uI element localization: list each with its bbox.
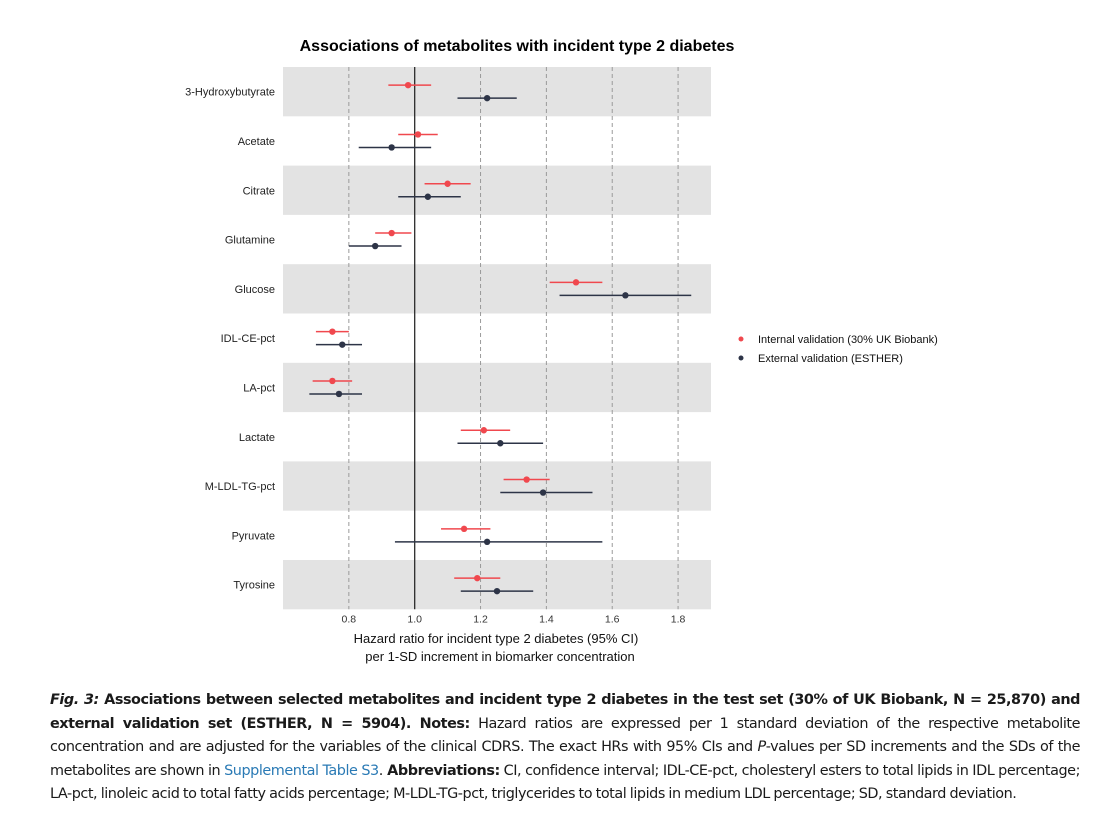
- category-label: Lactate: [239, 432, 275, 444]
- x-axis-label-line2: per 1-SD increment in biomarker concentr…: [365, 649, 635, 664]
- estimate-point: [339, 341, 346, 348]
- category-label: Glucose: [235, 284, 275, 296]
- estimate-point: [523, 476, 530, 483]
- estimate-point: [483, 538, 491, 546]
- caption-notes-text-2: -values per SD increments and the SDs of…: [50, 739, 1081, 779]
- category-label: Pyruvate: [232, 530, 275, 542]
- row-band: [283, 264, 711, 314]
- category-labels: 3-Hydroxybutyrate Acetate Citrate Glutamine…: [185, 87, 275, 592]
- estimate-point: [414, 131, 422, 138]
- caption-notes-label: Notes:: [410, 715, 471, 732]
- estimate-point: [404, 81, 412, 89]
- caption-title: Associations between selected metabolite…: [50, 692, 1080, 732]
- estimate-point: [460, 525, 468, 533]
- estimate-point: [572, 279, 580, 286]
- x-tick-label: 1.4: [539, 613, 554, 625]
- x-tick-label: 1.0: [407, 613, 422, 625]
- estimate-point: [335, 390, 343, 398]
- category-label: LA-pct: [243, 382, 275, 394]
- row-band: [283, 560, 711, 610]
- estimate-point: [388, 144, 395, 151]
- legend-marker: [738, 336, 744, 342]
- x-axis-label-line1: Hazard ratio for incident type 2 diabete…: [354, 631, 639, 646]
- estimate-point: [493, 587, 501, 595]
- caption-abbr-label: Abbreviations:: [382, 762, 500, 779]
- grid-lines: [348, 67, 679, 610]
- legend-label: Internal validation (30% UK Biobank): [758, 334, 938, 346]
- x-tick-label: 1.2: [473, 613, 488, 625]
- caption-abbr-text: CI, confidence interval; IDL-CE-pct, cho…: [50, 762, 1080, 803]
- estimate-point: [497, 440, 504, 447]
- row-band: [283, 67, 711, 117]
- x-tick-label: 1.6: [605, 613, 620, 625]
- estimate-point: [424, 193, 432, 200]
- category-label: Citrate: [243, 185, 275, 197]
- chart-title: Associations of metabolites with inciden…: [300, 38, 735, 55]
- legend-marker: [738, 355, 744, 361]
- caption-notes-text-1: Hazard ratios are expressed per 1 standa…: [50, 715, 1080, 756]
- row-band: [283, 165, 711, 215]
- forest-plot: Associations of metabolites with inciden…: [185, 38, 938, 664]
- category-label: 3-Hydroxybutyrate: [185, 87, 275, 99]
- category-label: Glutamine: [225, 235, 275, 247]
- category-label: Acetate: [238, 136, 275, 148]
- estimate-point: [480, 427, 488, 434]
- caption-fig-label: Fig. 3:: [50, 692, 99, 708]
- estimate-point: [539, 489, 547, 496]
- estimate-point: [483, 94, 491, 102]
- row-band: [283, 461, 711, 511]
- estimate-point: [371, 242, 379, 250]
- estimate-point: [329, 328, 336, 335]
- figure-caption: Fig. 3: Associations between selected me…: [50, 689, 1080, 807]
- row-bands: [283, 67, 711, 610]
- legend: Internal validation (30% UK Biobank) Exte…: [738, 334, 938, 365]
- x-tick-label: 0.8: [342, 613, 357, 625]
- category-label: M-LDL-TG-pct: [205, 481, 275, 493]
- category-label: Tyrosine: [233, 580, 275, 592]
- caption-notes-italic: P: [757, 739, 766, 755]
- estimate-marks: [309, 81, 692, 595]
- estimate-point: [444, 180, 451, 187]
- estimate-point: [474, 574, 481, 582]
- category-label: IDL-CE-pct: [221, 333, 275, 345]
- caption-notes-text-3: .: [378, 762, 384, 779]
- estimate-point: [622, 292, 629, 299]
- legend-label: External validation (ESTHER): [758, 353, 903, 365]
- x-tick-label: 1.8: [671, 613, 686, 625]
- supplemental-table-link[interactable]: Supplemental Table S3: [224, 762, 379, 779]
- estimate-point: [388, 229, 395, 237]
- estimate-point: [329, 377, 336, 385]
- x-tick-labels: 0.8 1.0 1.2 1.4 1.6 1.8: [342, 613, 686, 625]
- row-band: [283, 362, 711, 413]
